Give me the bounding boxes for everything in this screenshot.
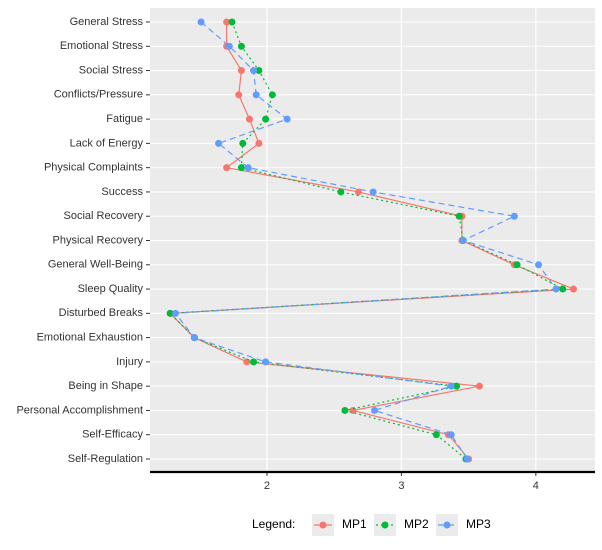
point [244, 164, 252, 172]
point [228, 18, 236, 26]
point [447, 431, 455, 439]
point [559, 285, 567, 293]
y-tick-label: Injury [116, 356, 143, 368]
point [447, 382, 455, 390]
point [223, 164, 231, 172]
point [535, 261, 543, 269]
point [243, 358, 251, 366]
point [223, 18, 231, 26]
y-tick-label: Fatigue [106, 113, 143, 125]
y-tick-label: Success [101, 186, 143, 198]
point [255, 139, 263, 147]
point [337, 188, 345, 196]
point [432, 431, 440, 439]
point [237, 67, 245, 75]
point [237, 42, 245, 50]
y-tick-label: Self-Regulation [68, 453, 143, 465]
point [245, 115, 253, 123]
point [463, 455, 471, 463]
x-tick-label: 4 [533, 480, 539, 492]
legend-label: MP3 [466, 517, 491, 531]
y-tick-label: Lack of Energy [70, 137, 144, 149]
point [197, 18, 205, 26]
point [239, 139, 247, 147]
point [268, 91, 276, 99]
y-tick-label: Being in Shape [68, 380, 143, 392]
point [475, 382, 483, 390]
point [341, 406, 349, 414]
y-tick-label: Physical Complaints [44, 162, 144, 174]
x-tick-label: 2 [264, 480, 270, 492]
y-tick-label: Disturbed Breaks [59, 307, 144, 319]
y-tick-label: Physical Recovery [53, 234, 144, 246]
point [453, 382, 461, 390]
point [354, 188, 362, 196]
y-tick-label: Personal Accomplishment [16, 404, 143, 416]
legend-title: Legend: [252, 517, 295, 531]
point [225, 42, 233, 50]
point [255, 67, 263, 75]
point [455, 212, 463, 220]
point [569, 285, 577, 293]
point [510, 212, 518, 220]
point [172, 309, 180, 317]
point [369, 188, 377, 196]
y-tick-label: Conflicts/Pressure [54, 89, 143, 101]
point [513, 261, 521, 269]
point [262, 115, 270, 123]
x-tick-label: 3 [398, 480, 404, 492]
y-tick-label: Sleep Quality [78, 283, 144, 295]
point [166, 309, 174, 317]
legend-point [381, 521, 389, 529]
y-tick-label: Emotional Exhaustion [37, 332, 143, 344]
point [190, 334, 198, 342]
y-tick-label: Social Recovery [64, 210, 144, 222]
point [262, 358, 270, 366]
y-tick-label: General Stress [70, 16, 144, 28]
y-tick-label: Emotional Stress [60, 40, 144, 52]
legend-label: MP1 [342, 517, 367, 531]
point [235, 91, 243, 99]
point [250, 358, 258, 366]
point [252, 91, 260, 99]
y-tick-label: General Well-Being [48, 259, 143, 271]
point [237, 164, 245, 172]
point [215, 139, 223, 147]
legend-point [319, 521, 327, 529]
point [250, 67, 258, 75]
y-tick-label: Social Stress [79, 64, 144, 76]
point [459, 237, 467, 244]
point [371, 406, 379, 414]
legend-label: MP2 [404, 517, 429, 531]
legend-point [443, 521, 451, 529]
y-tick-label: Self-Efficacy [82, 429, 143, 441]
point [552, 285, 560, 293]
point [283, 115, 291, 123]
